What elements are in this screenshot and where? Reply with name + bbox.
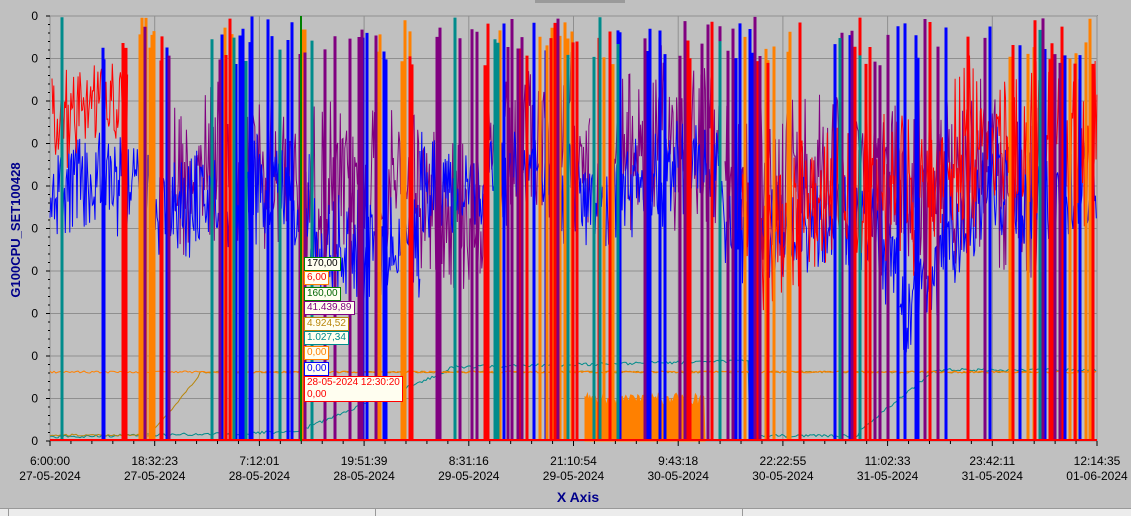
x-axis-title: X Axis <box>557 489 599 505</box>
cursor-value: 0,00 <box>304 346 330 360</box>
y-tick-label: 0 <box>31 349 38 363</box>
x-tick-label-time: 6:00:00 <box>30 454 70 468</box>
x-tick-label-time: 9:43:18 <box>658 454 698 468</box>
x-tick-label-time: 7:12:01 <box>239 454 279 468</box>
x-tick-label-time: 23:42:11 <box>969 454 1015 468</box>
cursor-value: 0,00 <box>304 362 330 376</box>
x-tick-label-date: 30-05-2024 <box>648 469 710 483</box>
y-tick-label: 0 <box>31 52 38 66</box>
y-tick-label: 0 <box>31 392 38 406</box>
x-tick-label-date: 28-05-2024 <box>333 469 395 483</box>
y-tick-label: 0 <box>31 94 38 108</box>
x-tick-label-time: 8:31:16 <box>449 454 489 468</box>
y-tick-label: 0 <box>31 222 38 236</box>
y-tick-label: 0 <box>31 264 38 278</box>
x-tick-label-date: 27-05-2024 <box>124 469 186 483</box>
x-tick-label-date: 27-05-2024 <box>19 469 81 483</box>
x-tick-label-time: 19:51:39 <box>341 454 388 468</box>
series-red-a <box>51 63 129 168</box>
x-tick-label-time: 21:10:54 <box>550 454 597 468</box>
cursor-value: 28-05-2024 12:30:20 0,00 <box>304 376 403 402</box>
cursor-value: 160,00 <box>304 287 341 301</box>
y-tick-label: 0 <box>31 9 38 23</box>
cursor-value: 1.027,34 <box>304 331 349 345</box>
x-tick-label-time: 12:14:35 <box>1074 454 1121 468</box>
cursor-value: 170,00 <box>304 257 341 271</box>
y-tick-label: 0 <box>31 137 38 151</box>
x-tick-label-time: 11:02:33 <box>865 454 911 468</box>
y-tick-label: 0 <box>31 434 38 448</box>
x-tick-label-time: 18:32:23 <box>131 454 178 468</box>
x-tick-label-time: 22:22:55 <box>760 454 807 468</box>
status-strip <box>0 508 1131 516</box>
x-tick-label-date: 31-05-2024 <box>962 469 1024 483</box>
cursor-value: 6,00 <box>304 271 330 285</box>
x-tick-label-date: 01-06-2024 <box>1066 469 1128 483</box>
cursor-value: 4.924,52 <box>304 317 349 331</box>
cursor-value: 41.439,89 <box>304 301 355 315</box>
x-tick-label-date: 28-05-2024 <box>229 469 291 483</box>
y-axis-title: G100CPU_SET100428 <box>8 162 23 297</box>
y-tick-label: 0 <box>31 179 38 193</box>
series-blue <box>49 113 1097 353</box>
cursor-timestamp: 28-05-2024 12:30:20 <box>307 377 400 388</box>
x-tick-label-date: 29-05-2024 <box>438 469 500 483</box>
x-tick-label-date: 31-05-2024 <box>857 469 919 483</box>
x-tick-label-date: 30-05-2024 <box>752 469 814 483</box>
x-tick-label-date: 29-05-2024 <box>543 469 605 483</box>
title-bar-fragment <box>535 0 625 3</box>
y-tick-label: 0 <box>31 307 38 321</box>
